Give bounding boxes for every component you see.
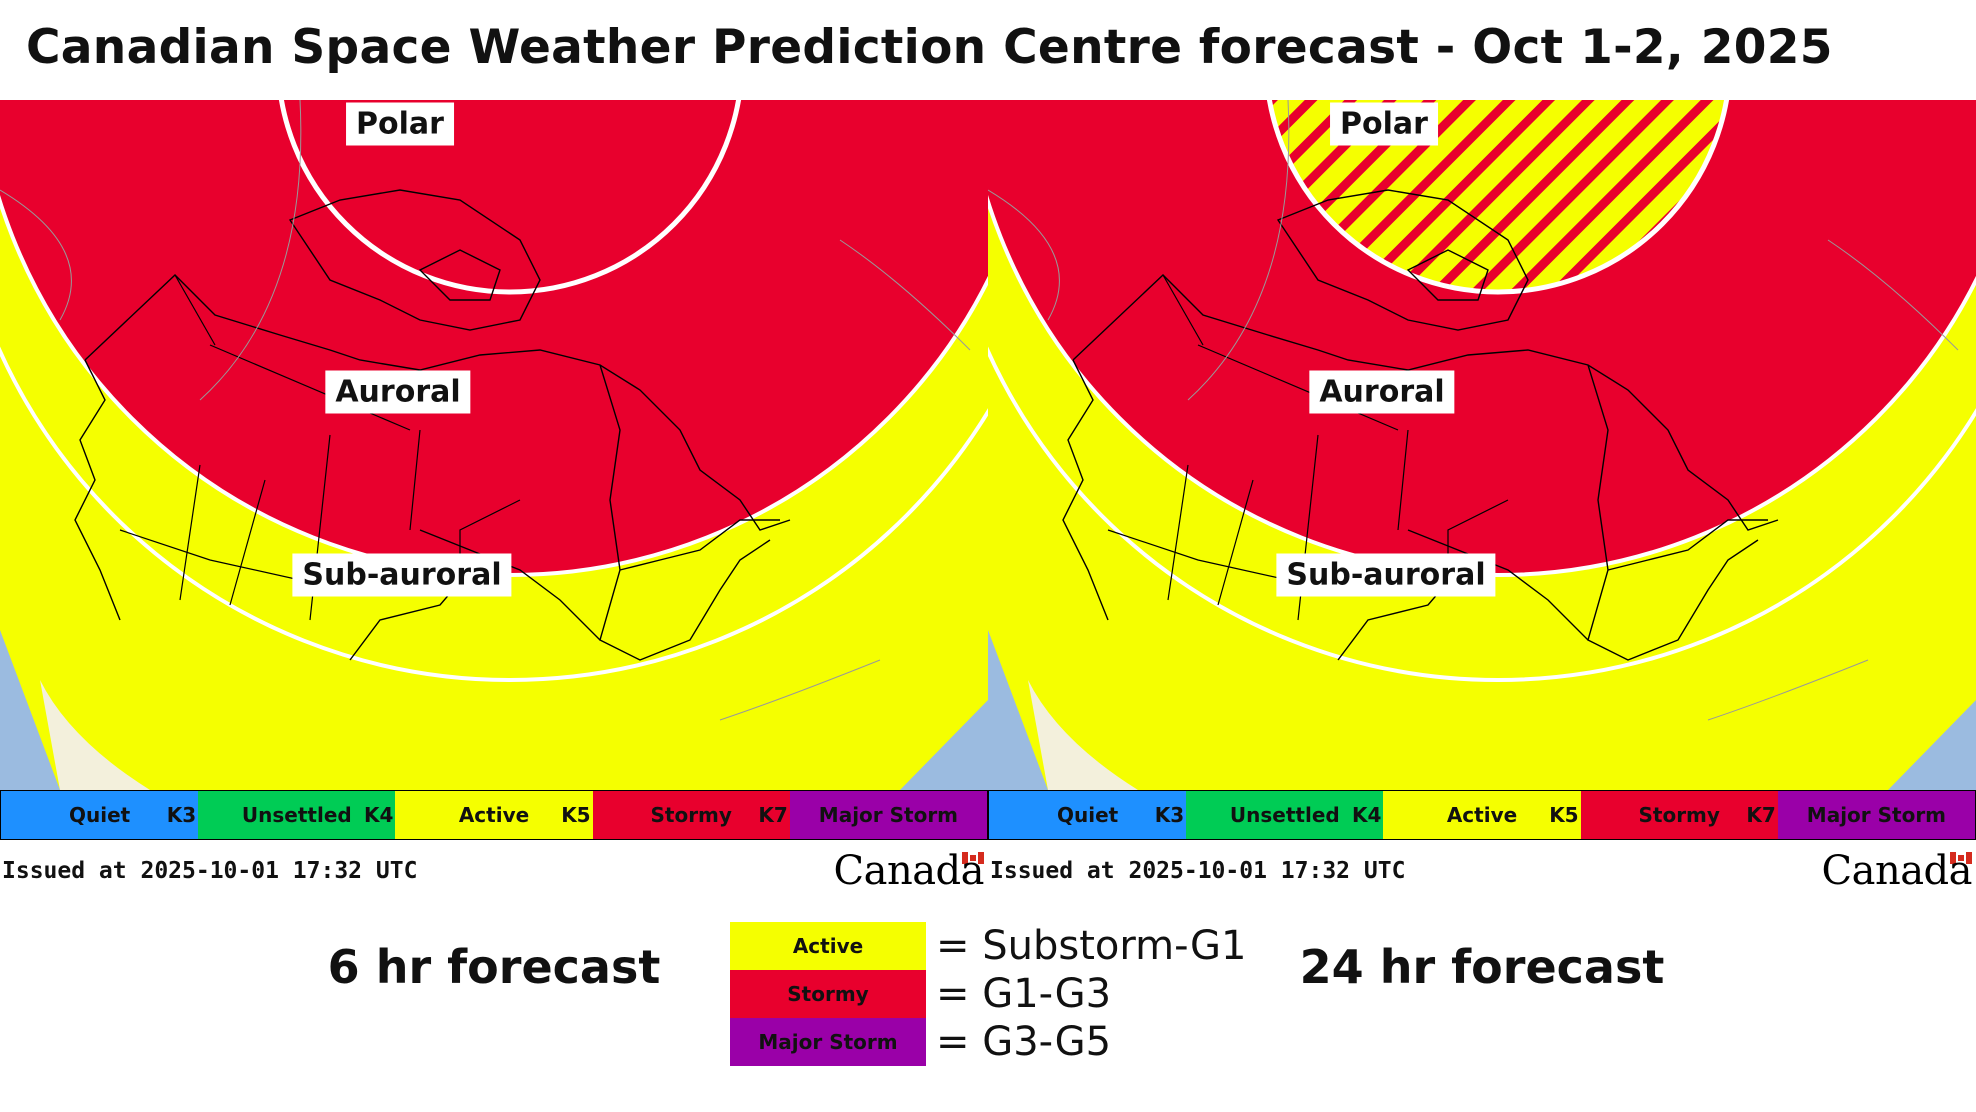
canada-flag-icon [962, 852, 984, 864]
gridlines [0, 100, 971, 721]
page-title: Canadian Space Weather Prediction Centre… [26, 20, 1833, 75]
scale-label: Quiet [1056, 803, 1119, 827]
storm-level-legend: Active = Substorm-G1 Stormy = G1-G3 Majo… [730, 922, 1246, 1066]
usa-land [1028, 680, 1138, 790]
scale-label: Quiet [68, 803, 131, 827]
pacific-ocean [0, 630, 60, 790]
legend-meaning: = Substorm-G1 [936, 923, 1247, 969]
scale-label: Unsettled [1229, 803, 1340, 827]
legend-row-major-storm: Major Storm = G3-G5 [730, 1018, 1246, 1066]
scale-segment-major-storm: Major Storm [1777, 791, 1976, 839]
scale-k-mark: K3 [166, 803, 197, 827]
scale-segment-stormy: Stormy K7 [1580, 791, 1778, 839]
zone-label-sub-auroral: Sub-auroral [292, 553, 512, 597]
zone-label-auroral: Auroral [325, 370, 471, 414]
forecast-map-24hr: Polar Auroral Sub-auroral [988, 100, 1976, 790]
scale-segment-unsettled: Unsettled K4 [1186, 791, 1384, 839]
scale-label: Major Storm [818, 803, 959, 827]
scale-label: Unsettled [241, 803, 352, 827]
zone-label-polar: Polar [1330, 102, 1438, 146]
scale-k-mark: K4 [1351, 803, 1382, 827]
panel-24hr: Polar Auroral Sub-auroral Quiet K3 Unset… [988, 100, 1976, 894]
scale-k-mark: K7 [758, 803, 788, 827]
legend-row-stormy: Stormy = G1-G3 [730, 970, 1246, 1018]
zone-label-auroral: Auroral [1309, 370, 1455, 414]
zone-label-sub-auroral: Sub-auroral [1276, 553, 1496, 597]
legend-swatch: Active [730, 922, 926, 970]
legend-swatch: Stormy [730, 970, 926, 1018]
sub-auroral-boundary [0, 346, 988, 682]
scale-label: Active [1446, 803, 1518, 827]
scale-segment-active: Active K5 [1383, 791, 1581, 839]
atlantic-ocean [900, 700, 988, 790]
atlantic-ocean [1888, 700, 1976, 790]
scale-label: Stormy [1638, 803, 1720, 827]
scale-segment-quiet: Quiet K3 [989, 791, 1187, 839]
canada-wordmark: Canada [833, 848, 984, 894]
issued-timestamp: Issued at 2025-10-01 17:32 UTC [990, 858, 1406, 884]
scale-segment-quiet: Quiet K3 [1, 791, 199, 839]
activity-scale: Quiet K3 Unsettled K4 Active K5 Stormy K… [0, 790, 988, 840]
scale-k-mark: K3 [1154, 803, 1185, 827]
forecast-label-6hr: 6 hr forecast [327, 940, 661, 994]
forecast-map-6hr: Polar Auroral Sub-auroral [0, 100, 988, 790]
scale-k-mark: K7 [1746, 803, 1776, 827]
usa-land [40, 680, 150, 790]
scale-label: Major Storm [1806, 803, 1947, 827]
legend-meaning: = G3-G5 [936, 1019, 1112, 1065]
panel-6hr: Polar Auroral Sub-auroral Quiet K3 Unset… [0, 100, 988, 894]
coastlines [1062, 189, 1779, 661]
scale-k-mark: K5 [1549, 803, 1579, 827]
scale-k-mark: K4 [363, 803, 394, 827]
legend-swatch: Major Storm [730, 1018, 926, 1066]
legend-row-active: Active = Substorm-G1 [730, 922, 1246, 970]
scale-segment-stormy: Stormy K7 [592, 791, 790, 839]
activity-scale: Quiet K3 Unsettled K4 Active K5 Stormy K… [988, 790, 1976, 840]
scale-segment-active: Active K5 [395, 791, 593, 839]
issued-timestamp: Issued at 2025-10-01 17:32 UTC [2, 858, 418, 884]
legend-meaning: = G1-G3 [936, 971, 1112, 1017]
forecast-label-24hr: 24 hr forecast [1299, 940, 1665, 994]
sub-auroral-boundary [988, 346, 1976, 682]
scale-label: Stormy [650, 803, 732, 827]
coastlines [74, 189, 791, 661]
auroral-zone-fill [988, 100, 1976, 577]
pacific-ocean [988, 630, 1048, 790]
canada-flag-icon [1950, 852, 1972, 864]
zone-label-polar: Polar [346, 102, 454, 146]
gridlines [988, 100, 1959, 721]
scale-segment-major-storm: Major Storm [789, 791, 988, 839]
scale-k-mark: K5 [561, 803, 591, 827]
polar-zone-hatched-fill [1266, 100, 1730, 295]
polar-zone-fill [278, 100, 742, 295]
canada-wordmark: Canada [1821, 848, 1972, 894]
scale-label: Active [458, 803, 530, 827]
scale-segment-unsettled: Unsettled K4 [198, 791, 396, 839]
